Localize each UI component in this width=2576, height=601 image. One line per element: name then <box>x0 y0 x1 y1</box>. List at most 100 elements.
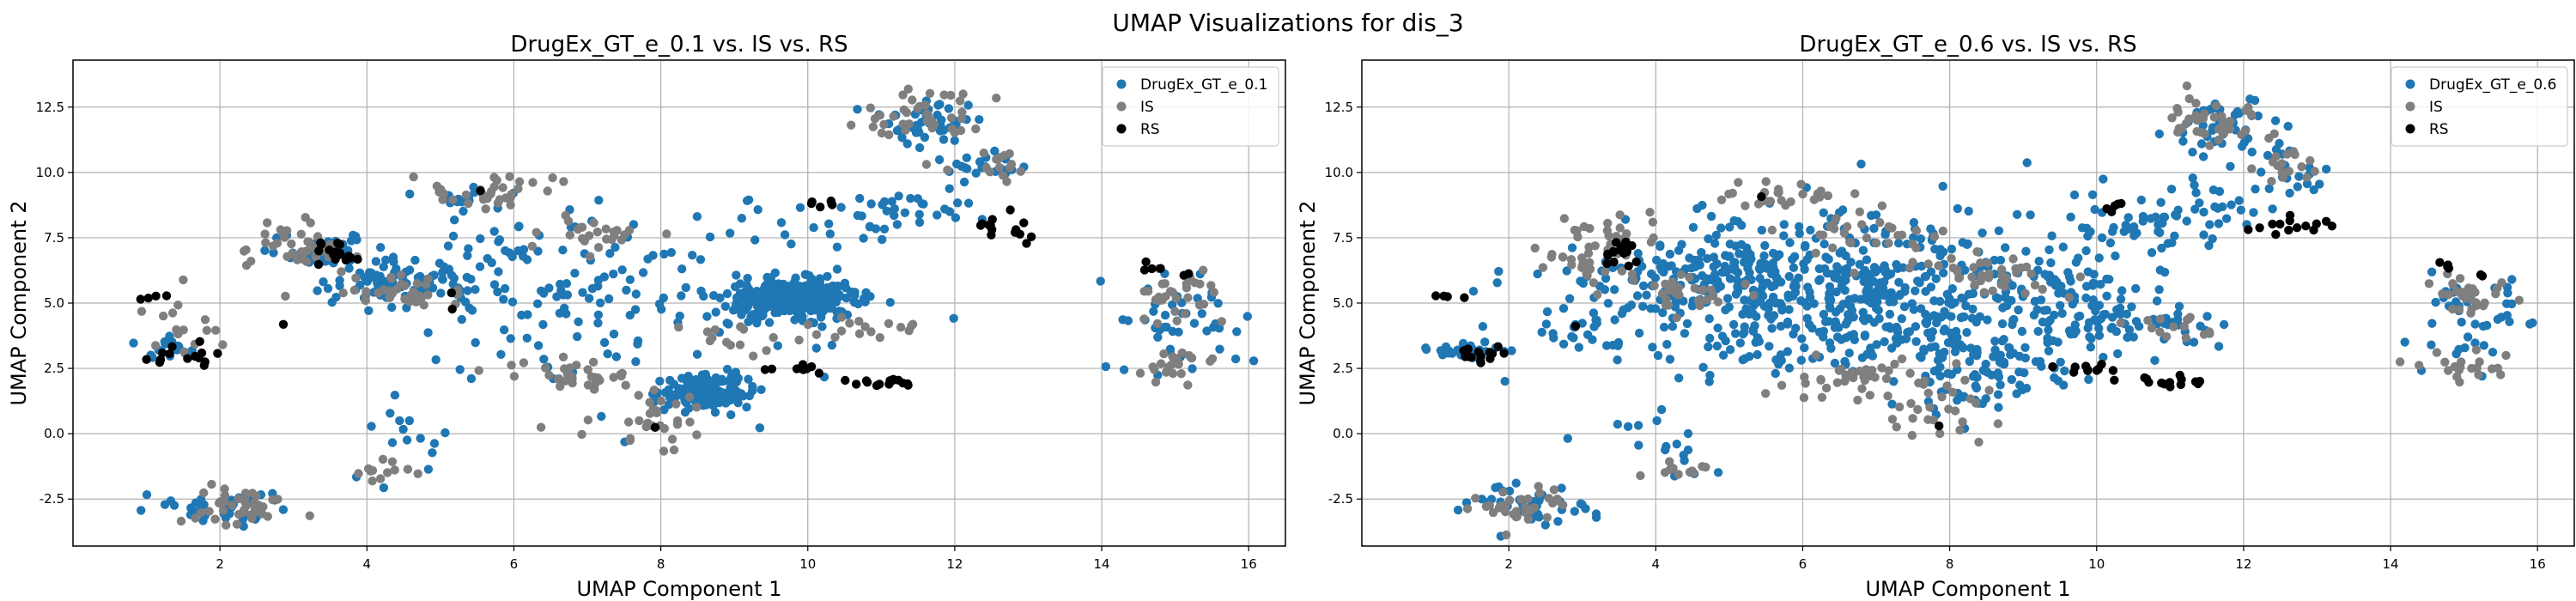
scatter-point <box>2200 109 2209 118</box>
scatter-point <box>780 230 790 240</box>
scatter-point <box>761 304 770 313</box>
scatter-point <box>2470 288 2480 297</box>
y-tick-label: -2.5 <box>1328 491 1353 507</box>
scatter-point <box>1821 383 1832 393</box>
scatter-point <box>1837 246 1847 256</box>
scatter-point <box>1874 314 1884 324</box>
scatter-point <box>950 128 960 137</box>
scatter-point <box>719 376 728 386</box>
scatter-point <box>1757 225 1766 235</box>
scatter-point <box>197 348 207 358</box>
scatter-point <box>1879 290 1889 300</box>
x-axis-label: UMAP Component 1 <box>576 577 781 601</box>
scatter-point <box>2275 219 2285 229</box>
scatter-point <box>2198 152 2208 161</box>
scatter-point <box>1767 225 1777 235</box>
scatter-point <box>1994 226 2004 235</box>
scatter-point <box>594 196 604 205</box>
scatter-point <box>1911 286 1920 295</box>
scatter-point <box>1665 355 1675 364</box>
scatter-point <box>2116 309 2125 319</box>
scatter-point <box>2102 274 2111 284</box>
scatter-point <box>197 507 206 518</box>
scatter-point <box>2184 114 2194 124</box>
scatter-point <box>1168 300 1177 310</box>
scatter-point <box>1005 205 1015 215</box>
scatter-point <box>776 218 787 228</box>
scatter-point <box>710 325 720 335</box>
scatter-point <box>2488 364 2497 373</box>
scatter-point <box>486 189 495 199</box>
scatter-point <box>2271 144 2281 155</box>
scatter-point <box>1963 239 1972 249</box>
scatter-point <box>1767 324 1777 333</box>
scatter-point <box>795 203 805 212</box>
scatter-point <box>474 366 483 375</box>
scatter-point <box>2094 324 2104 333</box>
scatter-point <box>2107 313 2117 322</box>
scatter-point <box>1911 243 1921 252</box>
scatter-point <box>744 317 753 326</box>
scatter-point <box>2277 167 2287 178</box>
scatter-point <box>2066 212 2075 222</box>
scatter-point <box>622 285 631 295</box>
scatter-point <box>1997 319 2008 329</box>
points-layer <box>1421 81 2537 541</box>
scatter-point <box>1672 313 1681 323</box>
scatter-point <box>1439 291 1449 300</box>
scatter-point <box>1688 222 1698 232</box>
scatter-point <box>795 312 805 321</box>
scatter-point <box>1819 332 1828 342</box>
scatter-point <box>478 195 489 204</box>
scatter-point <box>702 327 713 337</box>
scatter-point <box>227 501 237 510</box>
scatter-point <box>1576 276 1585 286</box>
scatter-point <box>957 114 967 124</box>
scatter-point <box>1976 276 1985 286</box>
scatter-point <box>1761 389 1771 398</box>
scatter-point <box>2202 312 2212 321</box>
scatter-point <box>732 270 741 280</box>
scatter-point <box>1993 390 2003 399</box>
scatter-point <box>1010 228 1020 237</box>
scatter-point <box>1504 495 1515 505</box>
scatter-point <box>1732 276 1742 285</box>
scatter-point <box>1993 419 2003 428</box>
scatter-point <box>1897 314 1906 324</box>
scatter-point <box>1825 302 1834 312</box>
scatter-point <box>367 422 376 431</box>
scatter-point <box>1213 299 1223 308</box>
scatter-point <box>1672 440 1682 449</box>
scatter-point <box>1026 232 1036 241</box>
scatter-point <box>877 234 887 245</box>
scatter-point <box>2116 318 2125 328</box>
scatter-point <box>770 308 780 318</box>
scatter-point <box>1610 315 1619 325</box>
scatter-point <box>666 390 676 399</box>
scatter-point <box>2214 135 2223 145</box>
scatter-point <box>1771 297 1780 307</box>
scatter-point <box>349 285 359 295</box>
scatter-point <box>1789 252 1800 261</box>
scatter-point <box>920 100 930 110</box>
scatter-point <box>1523 494 1533 504</box>
scatter-point <box>584 231 594 240</box>
scatter-point <box>1921 271 1930 282</box>
scatter-point <box>2136 195 2146 205</box>
scatter-point <box>771 299 781 308</box>
scatter-point <box>404 265 415 275</box>
scatter-point <box>2150 355 2160 365</box>
scatter-point <box>702 312 712 321</box>
scatter-point <box>1660 468 1670 477</box>
scatter-point <box>136 294 145 304</box>
scatter-point <box>1485 501 1495 510</box>
scatter-point <box>1947 284 1957 294</box>
scatter-point <box>2123 213 2133 222</box>
scatter-point <box>1952 359 1961 368</box>
scatter-point <box>625 435 635 446</box>
scatter-point <box>1855 207 1864 216</box>
scatter-point <box>2155 314 2166 324</box>
scatter-point <box>1802 301 1812 311</box>
y-tick-label: 5.0 <box>44 295 64 311</box>
scatter-point <box>2283 121 2293 131</box>
